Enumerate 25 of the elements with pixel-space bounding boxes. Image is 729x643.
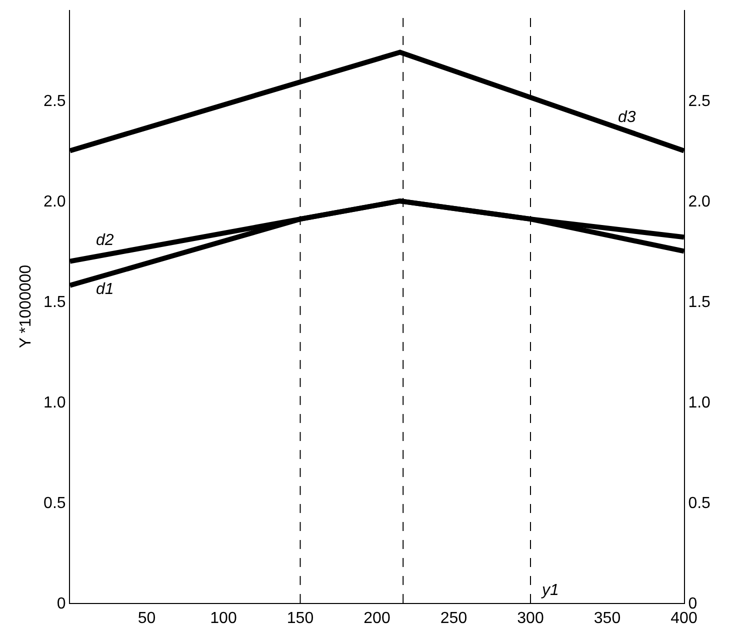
x-tick-label: 350 xyxy=(594,610,621,628)
x-tick-label: 100 xyxy=(210,610,237,628)
y-tick-label: 0.5 xyxy=(44,495,66,512)
y2-tick-label: 1.5 xyxy=(688,294,711,312)
x-tick-label: 250 xyxy=(440,610,468,628)
y2-tick-label: 2.0 xyxy=(688,194,711,211)
y2-tick-label: 0 xyxy=(688,596,698,613)
x-tick-label: 300 xyxy=(517,610,544,628)
y-tick-label: 1.5 xyxy=(44,294,66,312)
x-tick-label: 400 xyxy=(670,610,698,628)
y2-tick-label: 0.5 xyxy=(688,495,711,512)
y-tick-label: 2.5 xyxy=(44,93,66,110)
y-axis-title: Y *1000000 xyxy=(17,264,34,348)
y-tick-label: 1.0 xyxy=(44,394,66,412)
series-label: d1 xyxy=(96,281,114,298)
y-tick-label: 2.0 xyxy=(44,194,66,211)
y2-tick-label: 1.0 xyxy=(688,394,711,412)
series-label: d3 xyxy=(618,109,636,126)
series-label: d2 xyxy=(96,232,114,249)
x-tick-label: 50 xyxy=(138,610,156,628)
y-tick-label: 0 xyxy=(56,596,66,613)
x-tick-label: 200 xyxy=(364,610,390,628)
x-axis-title: y1 xyxy=(541,582,559,599)
x-tick-label: 150 xyxy=(286,610,314,628)
y2-tick-label: 2.5 xyxy=(688,93,711,110)
